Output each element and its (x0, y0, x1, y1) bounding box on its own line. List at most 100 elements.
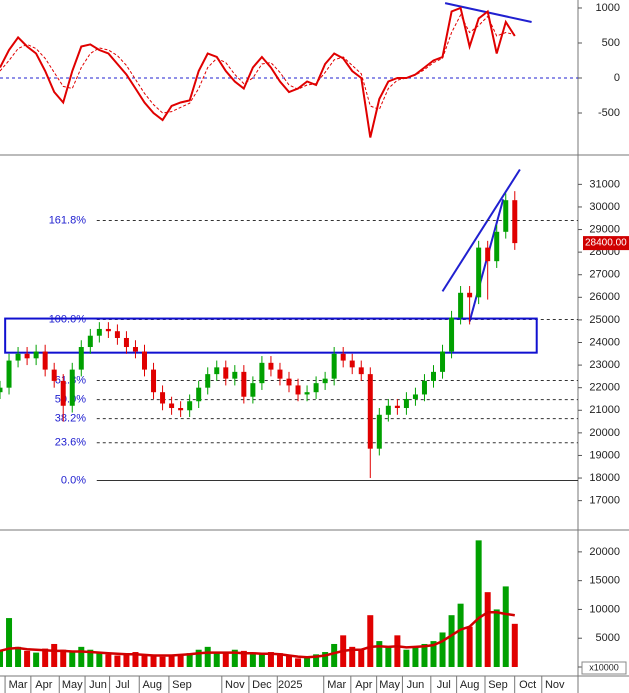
volume-bar (439, 632, 446, 667)
candle-body (24, 353, 30, 359)
candle-body (42, 351, 48, 370)
candle-body (169, 403, 175, 409)
volume-bar (132, 652, 139, 667)
candle-body (304, 392, 310, 395)
volume-bar (69, 650, 76, 667)
x-tick-label: May (379, 679, 400, 691)
candle-body (105, 328, 111, 332)
volume-bar (304, 656, 311, 667)
candle-body (322, 378, 328, 384)
trendline (441, 168, 521, 292)
volume-ma (0, 611, 515, 659)
volume-bar (322, 652, 329, 667)
volume-bar (6, 618, 13, 667)
candle-body (151, 369, 157, 393)
candle-body (349, 360, 355, 368)
volume-bar (367, 615, 374, 667)
candle-body (132, 347, 138, 352)
candle-body (96, 328, 102, 336)
candle-body (277, 369, 283, 379)
x-tick-label: Jun (407, 679, 425, 691)
volume-bar (42, 648, 49, 667)
volume-bar (177, 654, 184, 667)
candle-body (232, 371, 238, 379)
volume-bar (331, 643, 338, 667)
volume-bar (24, 650, 31, 667)
candle-body (512, 200, 518, 244)
candle-body (196, 387, 202, 402)
volume-bar (493, 609, 500, 667)
y-tick-label: 22000 (589, 382, 620, 394)
fib-label: 161.8% (49, 214, 87, 226)
y-tick-label: 0 (614, 72, 620, 84)
fib-label: 0.0% (61, 474, 86, 486)
candle-body (313, 383, 319, 393)
x-tick-label: Oct (519, 679, 536, 691)
candle-body (431, 371, 436, 381)
volume-bar (394, 635, 401, 667)
volume-bar (168, 655, 175, 667)
candle-body (467, 292, 473, 298)
y-tick-label: 18000 (589, 472, 620, 484)
volume-bar (412, 646, 419, 667)
volume-bar (78, 646, 85, 667)
volume-bar (358, 649, 365, 667)
y-tick-label: 10000 (589, 603, 620, 615)
candle-body (78, 347, 84, 370)
volume-bar (457, 603, 464, 667)
candle-body (15, 353, 21, 361)
volume-bar (295, 658, 302, 667)
candle-body (412, 394, 418, 399)
candle-body (494, 231, 500, 262)
x-tick-label: Sep (488, 679, 508, 691)
volume-bar (385, 646, 392, 667)
candle-body (69, 369, 75, 406)
candle-body (60, 380, 66, 406)
y-tick-label: 15000 (589, 575, 620, 587)
y-tick-label: 20000 (589, 546, 620, 558)
candle-body (376, 414, 382, 449)
volume-bar (222, 653, 229, 667)
candle-body (259, 362, 265, 384)
x-tick-label: Jul (116, 679, 130, 691)
candle-body (503, 200, 509, 232)
x-tick-label: May (62, 679, 83, 691)
fib-label: 23.6% (55, 437, 86, 449)
candle-body (214, 367, 220, 375)
unit-label: x10000 (589, 662, 619, 672)
volume-bar (114, 655, 121, 667)
candle-body (449, 317, 455, 352)
volume-bar (511, 623, 518, 667)
fib-label: 38.2% (55, 413, 86, 425)
candle-body (87, 335, 93, 348)
y-tick-label: 20000 (589, 427, 620, 439)
volume-bar (276, 653, 283, 667)
volume-bar (159, 656, 166, 667)
volume-bar (466, 626, 473, 667)
y-tick-label: 27000 (589, 269, 620, 281)
volume-bar (484, 592, 491, 667)
y-tick-label: 26000 (589, 291, 620, 303)
volume-bar (141, 654, 148, 667)
x-tick-label: Apr (35, 679, 52, 691)
volume-bar (123, 653, 130, 667)
candle-body (295, 385, 301, 395)
x-tick-label: Nov (545, 679, 565, 691)
y-tick-label: 5000 (596, 632, 620, 644)
volume-bar (15, 646, 22, 667)
volume-bar (349, 646, 356, 667)
x-tick-label: Sep (172, 679, 192, 691)
volume-bar (430, 641, 437, 667)
volume-bar (213, 652, 220, 667)
candle-body (340, 353, 346, 361)
volume-bar (376, 641, 383, 667)
volume-bar (475, 540, 482, 667)
candle-body (403, 398, 409, 409)
y-tick-label: 24000 (589, 336, 620, 348)
y-tick-label: 500 (602, 37, 620, 49)
y-tick-label: 1000 (596, 2, 620, 14)
candle-body (268, 362, 274, 370)
volume-bar (240, 650, 247, 667)
volume-bar (267, 652, 274, 667)
oscillator-line (0, 6, 516, 138)
